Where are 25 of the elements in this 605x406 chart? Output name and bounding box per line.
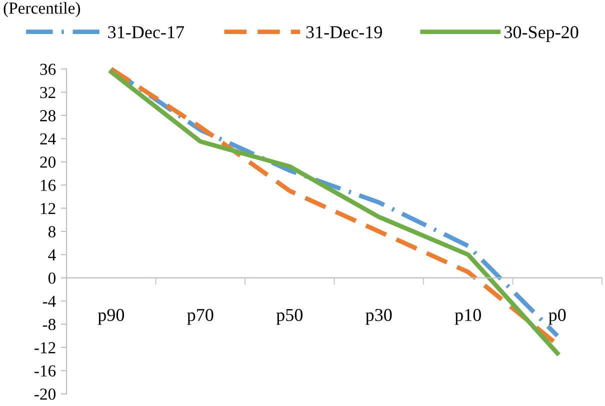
x-tick-label: p10 — [454, 308, 481, 325]
y-tick-label: 20 — [40, 156, 56, 168]
y-tick-label: 12 — [40, 202, 56, 214]
y-tick-label: -4 — [42, 296, 56, 307]
legend-label: 31-Dec-17 — [108, 26, 184, 38]
x-tick-label: p0 — [548, 308, 566, 325]
y-tick-label: 36 — [40, 64, 56, 75]
y-tick-label: 32 — [40, 86, 56, 98]
y-tick-label: 16 — [40, 180, 56, 191]
x-tick-label: p30 — [366, 308, 392, 325]
y-tick-label: 28 — [40, 110, 56, 122]
x-tick-label: p50 — [276, 308, 302, 325]
y-tick-label: -12 — [34, 342, 56, 354]
y-axis-title: (Percentile) — [4, 2, 80, 18]
y-tick-label: 24 — [40, 133, 56, 144]
y-tick-label: 8 — [48, 226, 56, 238]
y-tick-label: 0 — [48, 272, 56, 284]
y-tick-label: -8 — [42, 318, 56, 330]
x-tick-label: p70 — [187, 308, 214, 325]
y-tick-label: 4 — [48, 249, 56, 260]
legend-label: 31-Dec-19 — [306, 26, 382, 38]
y-tick-label: -20 — [34, 388, 56, 400]
x-tick-label: p90 — [98, 308, 124, 325]
y-tick-label: -16 — [34, 365, 56, 377]
legend-label: 30-Sep-20 — [504, 26, 578, 42]
